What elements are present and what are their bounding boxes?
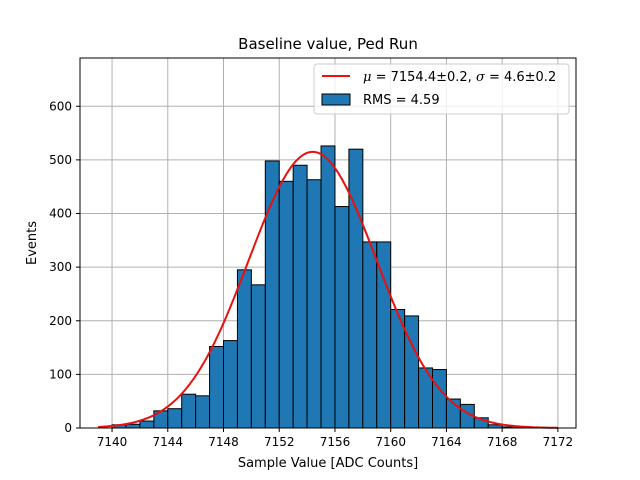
legend-sigma-symbol: σ <box>476 70 486 85</box>
histogram-bar <box>195 395 211 429</box>
x-tick-label: 7148 <box>208 435 239 449</box>
histogram-bar <box>278 180 294 429</box>
histogram-bar <box>362 241 378 429</box>
x-tick-label: 7160 <box>375 435 406 449</box>
y-tick-label: 100 <box>49 367 72 381</box>
histogram-bar <box>167 408 183 429</box>
histogram-bar <box>292 164 308 429</box>
x-tick-label: 7156 <box>320 435 351 449</box>
y-axis-label: Events <box>25 221 40 265</box>
histogram-bar <box>390 308 406 429</box>
histogram-bar <box>348 148 364 429</box>
chart-title: Baseline value, Ped Run <box>238 35 418 53</box>
y-tick-label: 500 <box>49 153 72 167</box>
legend-mu-value: = 7154.4±0.2, <box>371 70 475 85</box>
x-axis-label: Sample Value [ADC Counts] <box>238 456 418 471</box>
histogram-bar <box>320 145 336 429</box>
x-tick-label: 7164 <box>431 435 462 449</box>
x-tick-label: 7168 <box>487 435 518 449</box>
x-tick-label: 7172 <box>543 435 574 449</box>
y-tick-label: 400 <box>49 207 72 221</box>
y-tick-label: 0 <box>64 421 72 435</box>
legend-rms-swatch <box>321 93 351 106</box>
fit-curve <box>98 150 558 429</box>
y-tick-label: 600 <box>49 99 72 113</box>
histogram-bar <box>125 423 141 429</box>
histogram-bar <box>306 179 322 429</box>
y-tick-label: 200 <box>49 314 72 328</box>
histogram-bar <box>139 420 155 429</box>
gaussian-fit <box>98 150 558 429</box>
legend-box <box>313 63 570 115</box>
x-axis-ticks: 7140 7144 7148 7152 7156 7160 7164 7168 7172 <box>97 428 573 449</box>
y-axis-ticks: 0 100 200 300 400 500 600 <box>49 99 80 435</box>
legend-fit-label: μ = 7154.4±0.2, σ = 4.6±0.2 <box>363 70 556 85</box>
histogram-bar <box>181 393 197 429</box>
histogram-bar <box>209 345 225 429</box>
legend-sigma-value: = 4.6±0.2 <box>485 70 556 85</box>
legend-mu-symbol: μ <box>363 70 371 85</box>
x-tick-label: 7152 <box>264 435 295 449</box>
histogram-bar <box>236 269 252 429</box>
plot-frame <box>79 57 577 429</box>
legend: μ = 7154.4±0.2, σ = 4.6±0.2 RMS = 4.59 <box>313 63 570 115</box>
histogram-bar <box>376 241 392 429</box>
histogram-bar <box>334 206 350 429</box>
histogram-bar <box>223 340 238 429</box>
histogram-bar <box>250 284 266 429</box>
legend-rms-label: RMS = 4.59 <box>363 93 440 108</box>
histogram-bars <box>111 145 545 429</box>
histogram-bar <box>431 369 447 429</box>
x-tick-label: 7144 <box>153 435 184 449</box>
y-tick-label: 300 <box>49 260 72 274</box>
x-tick-label: 7140 <box>97 435 128 449</box>
